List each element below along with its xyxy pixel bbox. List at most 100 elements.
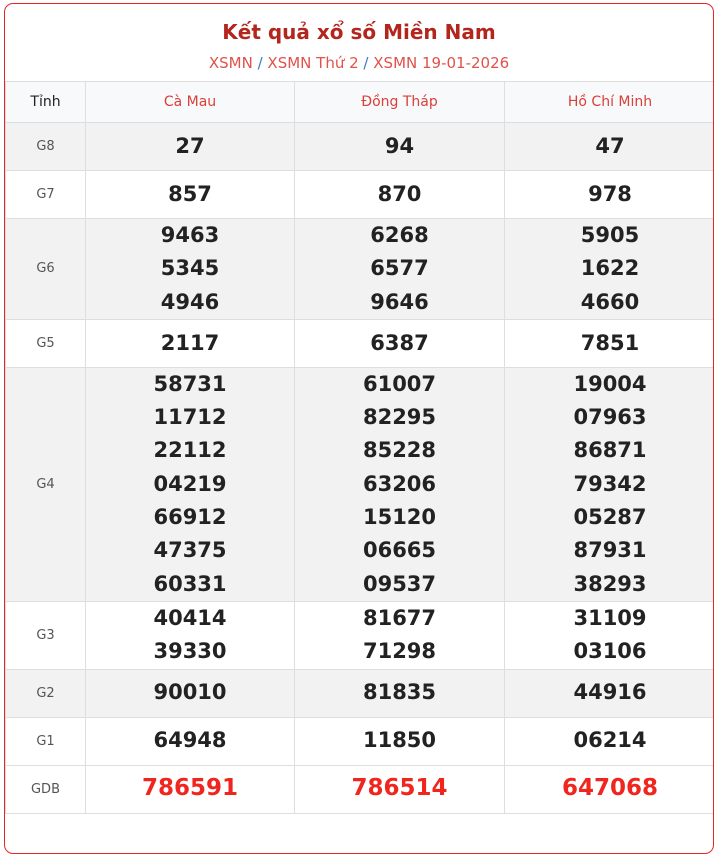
prize-cell: 6387 [294, 318, 505, 368]
table-row: G5 2117 6387 7851 [5, 318, 713, 368]
prize-number: 4660 [580, 289, 640, 314]
page-title: Kết quả xổ số Miền Nam [222, 20, 496, 44]
prize-number: 978 [588, 181, 632, 206]
prize-cell: 978 [504, 170, 713, 219]
breadcrumb-xsmn-thu2[interactable]: XSMN Thứ 2 [267, 54, 359, 72]
prize-number: 11850 [362, 728, 437, 753]
prize-number: 6268 [370, 223, 429, 247]
prize-number: 19004 [573, 371, 647, 396]
prize-number: 9646 [370, 289, 429, 314]
prize-label: GDB [5, 764, 86, 814]
prize-number: 60331 [153, 571, 227, 596]
breadcrumb-xsmn[interactable]: XSMN [208, 54, 253, 72]
header-province[interactable]: Cà Mau [85, 81, 295, 123]
prize-cell: 81835 [294, 668, 505, 718]
prize-number: 786591 [141, 775, 239, 802]
prize-number: 647068 [561, 775, 659, 802]
prize-label: G5 [5, 318, 86, 368]
prize-number: 63206 [362, 471, 437, 496]
table-row: G8 27 94 47 [5, 122, 713, 171]
prize-cell: 61007 82295 85228 63206 15120 06665 09537 [294, 366, 505, 602]
prize-cell: 870 [294, 170, 505, 219]
prize-number: 66912 [153, 505, 227, 530]
prize-cell: 786591 [85, 764, 295, 814]
prize-number: 94 [384, 133, 415, 158]
table-row: G6 9463 5345 4946 6268 6577 9646 5905 1622 4660 [5, 218, 713, 320]
prize-label: G6 [5, 218, 86, 320]
prize-cell: 857 [85, 170, 295, 219]
prize-number: 4946 [160, 289, 220, 314]
prize-cell: 58731 11712 22112 04219 66912 47375 60331 [85, 366, 295, 602]
prize-cell: 90010 [85, 668, 295, 718]
prize-number: 81677 [362, 605, 437, 630]
prize-number: 38293 [573, 571, 647, 596]
table-row: G1 64948 11850 06214 [5, 716, 713, 766]
results-table: Tỉnh Cà Mau Đồng Tháp Hồ Chí Minh G8 27 94… [5, 81, 713, 814]
prize-cell: 64948 [85, 716, 295, 766]
prize-number: 9463 [160, 223, 220, 247]
prize-cell: 2117 [85, 318, 295, 368]
prize-label: G7 [5, 170, 86, 219]
prize-cell: 9463 5345 4946 [85, 218, 295, 320]
prize-number: 857 [168, 181, 212, 206]
prize-number: 85228 [362, 438, 437, 463]
header-province[interactable]: Hồ Chí Minh [504, 81, 713, 123]
header-province-label: Tỉnh [5, 81, 86, 123]
table-row: G7 857 870 978 [5, 170, 713, 219]
table-row: GDB 786591 786514 647068 [5, 764, 713, 814]
prize-number: 40414 [153, 605, 227, 630]
prize-number: 06214 [573, 728, 647, 753]
prize-cell: 94 [294, 122, 505, 171]
prize-cell: 6268 6577 9646 [294, 218, 505, 320]
prize-number: 31109 [573, 605, 647, 630]
prize-number: 05287 [573, 505, 647, 530]
prize-cell: 27 [85, 122, 295, 171]
prize-number: 90010 [153, 680, 227, 705]
prize-cell: 647068 [504, 764, 713, 814]
prize-number: 27 [175, 133, 205, 158]
prize-cell: 40414 39330 [85, 600, 295, 670]
prize-label: G8 [5, 122, 86, 171]
prize-number: 5905 [580, 223, 640, 247]
prize-cell: 5905 1622 4660 [504, 218, 713, 320]
prize-number: 81835 [362, 680, 437, 705]
prize-number: 870 [377, 181, 422, 206]
prize-number: 44916 [573, 680, 647, 705]
prize-label: G4 [5, 366, 86, 602]
results-card: Kết quả xổ số Miền Nam XSMN / XSMN Thứ 2… [4, 3, 714, 854]
prize-label: G2 [5, 668, 86, 718]
prize-number: 2117 [160, 330, 220, 355]
prize-number: 15120 [362, 505, 437, 530]
breadcrumb-date[interactable]: XSMN 19-01-2026 [373, 54, 510, 72]
prize-number: 47 [595, 133, 625, 158]
prize-number: 11712 [153, 405, 227, 430]
prize-cell: 31109 03106 [504, 600, 713, 670]
prize-cell: 19004 07963 86871 79342 05287 87931 38293 [504, 366, 713, 602]
prize-number: 6387 [370, 330, 429, 355]
prize-number: 7851 [580, 330, 640, 355]
prize-number: 1622 [580, 256, 640, 281]
prize-number: 09537 [362, 571, 437, 596]
breadcrumb-separator: / [363, 54, 369, 72]
prize-number: 786514 [351, 775, 448, 802]
prize-cell: 81677 71298 [294, 600, 505, 670]
table-header: Tỉnh Cà Mau Đồng Tháp Hồ Chí Minh [5, 81, 713, 123]
header-province[interactable]: Đồng Tháp [294, 81, 505, 123]
prize-number: 71298 [362, 639, 437, 664]
prize-number: 47375 [153, 538, 227, 563]
prize-number: 86871 [573, 438, 647, 463]
breadcrumb-separator: / [257, 54, 263, 72]
prize-cell: 44916 [504, 668, 713, 718]
prize-number: 5345 [160, 256, 220, 281]
prize-number: 04219 [153, 471, 227, 496]
prize-number: 58731 [153, 371, 227, 396]
table-row: G3 40414 39330 81677 71298 31109 03106 [5, 600, 713, 670]
table-row: G2 90010 81835 44916 [5, 668, 713, 718]
prize-number: 61007 [362, 371, 437, 396]
prize-number: 22112 [153, 438, 227, 463]
prize-number: 79342 [573, 471, 647, 496]
prize-number: 07963 [573, 405, 647, 430]
prize-cell: 06214 [504, 716, 713, 766]
prize-number: 82295 [362, 405, 437, 430]
prize-label: G1 [5, 716, 86, 766]
